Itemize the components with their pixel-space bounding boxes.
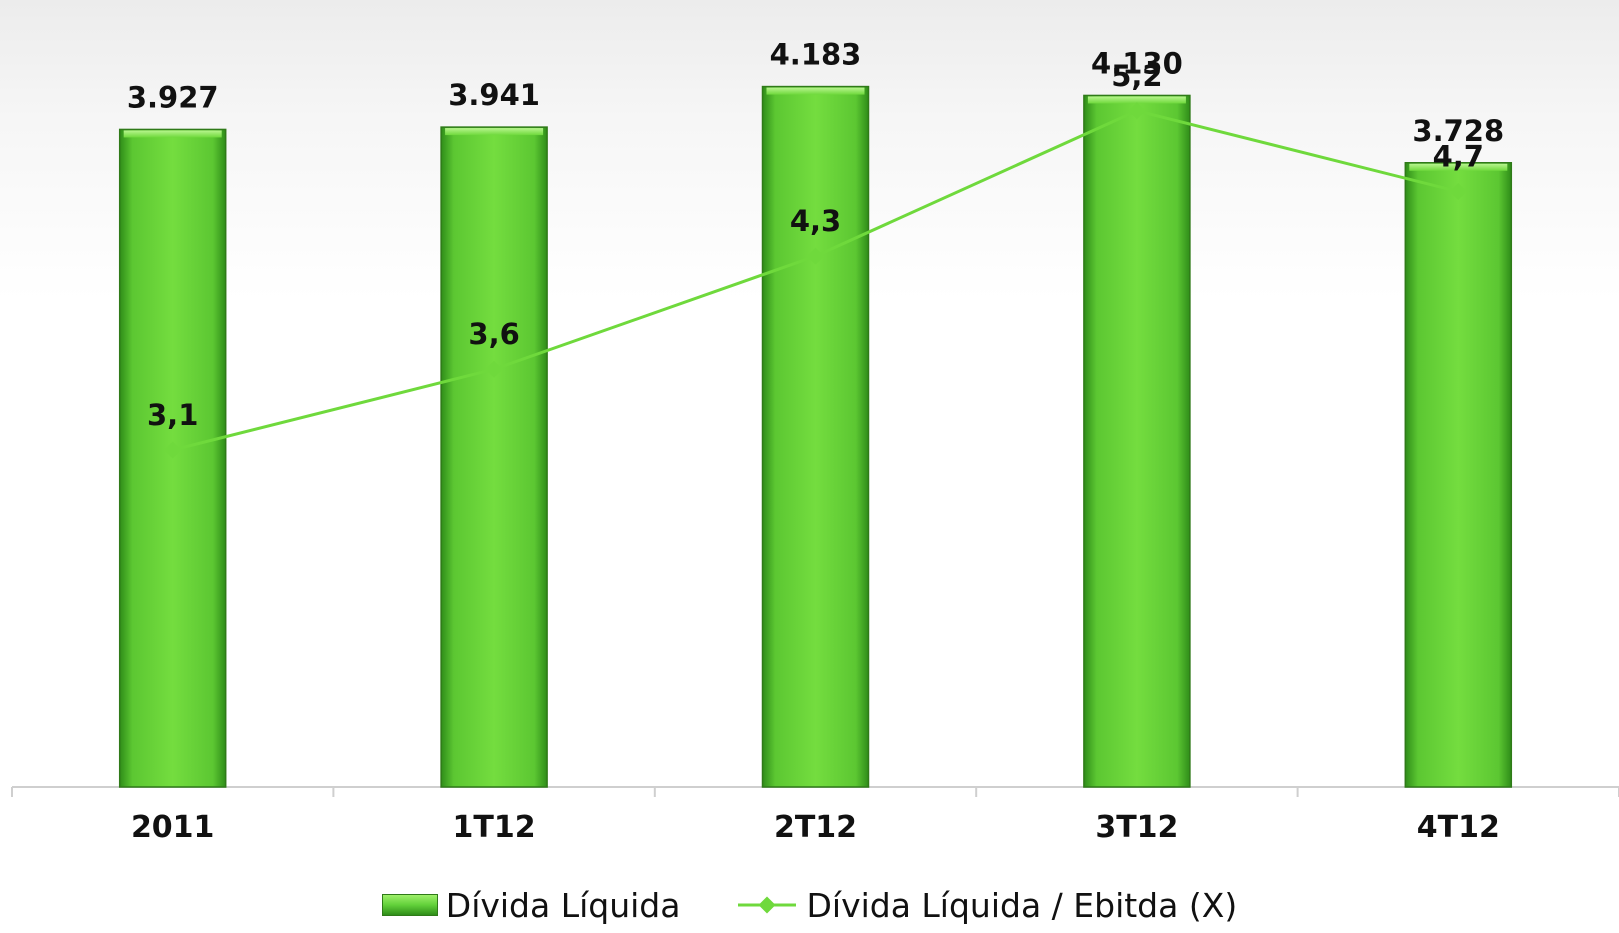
- legend: Dívida Líquida Dívida Líquida / Ebitda (…: [0, 880, 1619, 930]
- line-series: [164, 102, 1467, 459]
- legend-bar-label: Dívida Líquida: [445, 885, 681, 925]
- bar: [761, 85, 870, 788]
- bar-body: [440, 126, 548, 788]
- legend-item-line: Dívida Líquida / Ebitda (X): [736, 886, 1237, 925]
- bar-bevel: [445, 128, 544, 136]
- bar-bevel: [1409, 163, 1508, 171]
- data-labels: 3.927 3.941 4.183 4.130 3.728 3,1 3,6 4,3 5,2 4,7: [127, 38, 1504, 432]
- x-tick-label: 2011: [131, 810, 215, 845]
- legend-line-label: Dívida Líquida / Ebitda (X): [806, 885, 1238, 925]
- bar-value-label: 4.130: [1091, 46, 1183, 80]
- x-tick-label: 3T12: [1095, 810, 1178, 845]
- x-tick-label: 2T12: [774, 810, 857, 845]
- bar: [1404, 162, 1513, 788]
- bar-value-label: 4.183: [770, 38, 862, 72]
- line-value-label: 4,7: [1433, 140, 1484, 174]
- x-tick-label: 4T12: [1417, 810, 1500, 845]
- bar-series: [118, 85, 1513, 788]
- bar-bevel: [123, 130, 222, 138]
- line-point: [164, 441, 182, 459]
- bar-body: [761, 85, 870, 788]
- bar: [440, 126, 548, 788]
- bar-bevel: [766, 87, 865, 95]
- bar-body: [118, 128, 227, 788]
- legend-item-bar: Dívida Líquida: [381, 885, 681, 925]
- bar-body: [1404, 162, 1513, 788]
- line-value-label: 3,1: [147, 398, 198, 432]
- line-point: [485, 360, 503, 378]
- line-value-label: 5,2: [1111, 59, 1162, 93]
- line-value-label: 4,3: [790, 204, 841, 238]
- x-tick-label: 1T12: [453, 810, 536, 845]
- x-axis: 2011 1T12 2T12 3T12 4T12: [11, 786, 1619, 845]
- bar-body: [1083, 94, 1191, 788]
- line-value-label: 3,6: [468, 317, 519, 351]
- bar-value-label: 3.927: [127, 80, 219, 114]
- bar: [118, 128, 227, 788]
- bar: [1083, 94, 1191, 788]
- line-point: [807, 247, 824, 265]
- bar-bevel: [1087, 96, 1186, 104]
- bar-value-label: 3.941: [448, 78, 540, 112]
- chart-svg: 2011 1T12 2T12 3T12 4T12 3.927 3.941 4.183 4.13…: [11, 38, 1619, 845]
- bar-value-label: 3.728: [1412, 114, 1504, 148]
- legend-bar-swatch: [381, 894, 438, 916]
- legend-line-swatch: [738, 896, 797, 914]
